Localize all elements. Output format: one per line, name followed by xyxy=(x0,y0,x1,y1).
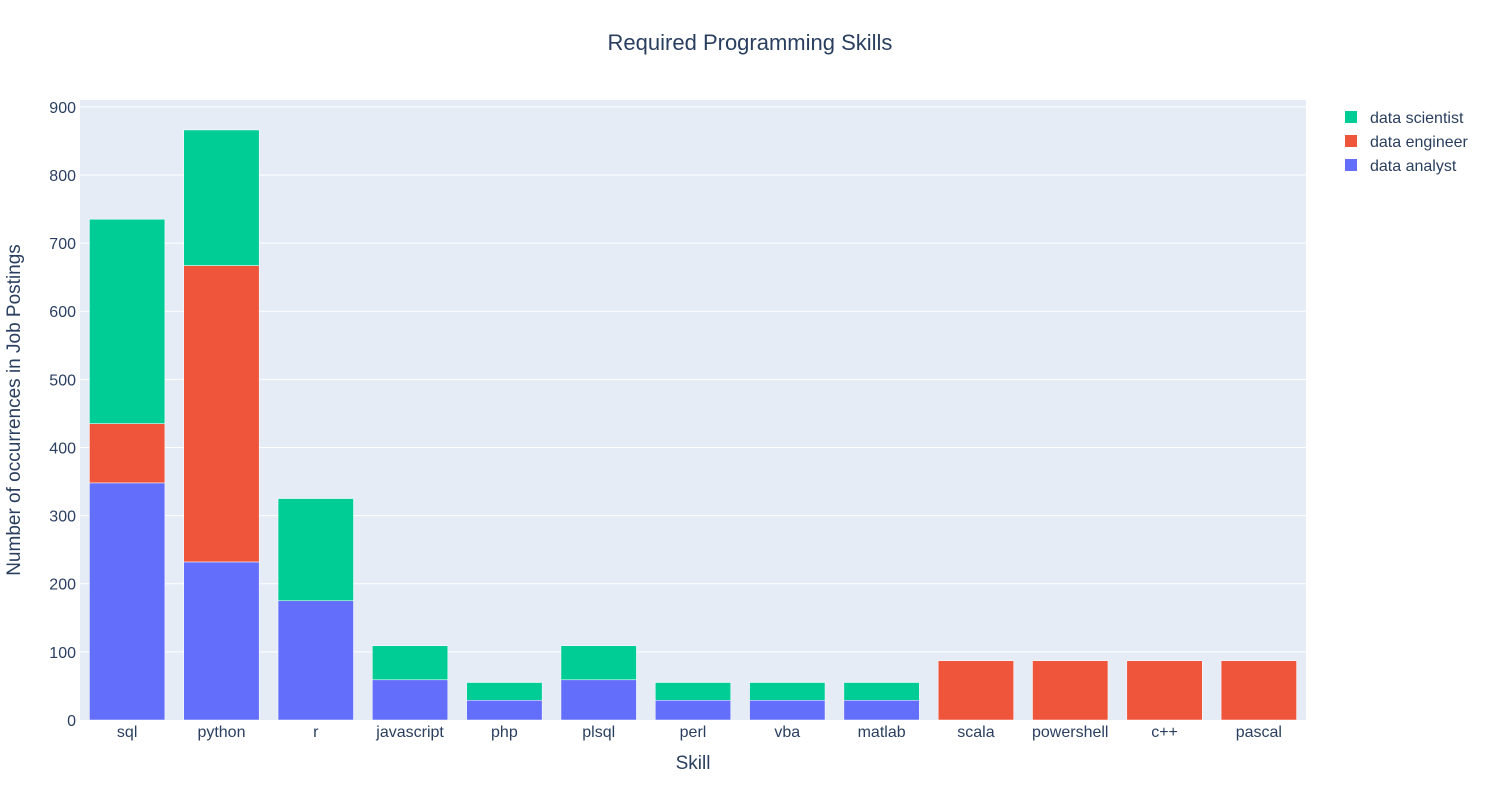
y-tick-label: 700 xyxy=(49,236,76,253)
y-axis-ticks: 0 100 200 300 400 500 600 700 800 900 xyxy=(49,100,76,730)
bar-data-engineer[interactable] xyxy=(1032,660,1109,721)
legend-item[interactable]: data scientist xyxy=(1345,110,1464,127)
bar-data-scientist[interactable] xyxy=(843,682,920,701)
x-tick-label: php xyxy=(491,724,518,741)
y-tick-label: 900 xyxy=(49,100,76,117)
bar-data-scientist[interactable] xyxy=(749,682,826,701)
bar-data-scientist[interactable] xyxy=(560,645,637,681)
plot-area xyxy=(80,100,1306,720)
legend-label: data analyst xyxy=(1370,158,1457,175)
bars xyxy=(89,129,1297,721)
legend-label: data engineer xyxy=(1370,134,1469,151)
bar-data-scientist[interactable] xyxy=(183,129,260,266)
x-tick-label: pascal xyxy=(1236,724,1282,741)
x-tick-label: scala xyxy=(957,724,994,741)
bar-data-engineer[interactable] xyxy=(89,423,166,484)
x-tick-label: matlab xyxy=(858,724,906,741)
bar-data-analyst[interactable] xyxy=(277,600,354,721)
bar-data-analyst[interactable] xyxy=(183,561,260,721)
bar-data-analyst[interactable] xyxy=(466,699,543,721)
bar-data-scientist[interactable] xyxy=(372,645,449,681)
x-tick-label: python xyxy=(197,724,245,741)
y-tick-label: 300 xyxy=(49,509,76,526)
x-tick-label: javascript xyxy=(375,724,444,741)
bar-data-analyst[interactable] xyxy=(749,699,826,721)
y-axis-title: Number of occurrences in Job Postings xyxy=(4,244,25,576)
legend-item[interactable]: data engineer xyxy=(1345,134,1469,151)
legend-swatch xyxy=(1345,111,1357,123)
bar-data-analyst[interactable] xyxy=(843,699,920,721)
x-tick-label: powershell xyxy=(1032,724,1108,741)
bar-data-scientist[interactable] xyxy=(89,218,166,424)
y-tick-label: 100 xyxy=(49,645,76,662)
x-tick-label: sql xyxy=(117,724,137,741)
legend-item[interactable]: data analyst xyxy=(1345,158,1457,175)
x-tick-label: c++ xyxy=(1151,724,1178,741)
bar-data-scientist[interactable] xyxy=(655,682,731,701)
bar-data-analyst[interactable] xyxy=(372,679,449,721)
y-tick-label: 200 xyxy=(49,577,76,594)
bar-data-engineer[interactable] xyxy=(183,265,260,563)
chart-title: Required Programming Skills xyxy=(608,30,893,55)
legend-swatch xyxy=(1345,159,1357,171)
legend-label: data scientist xyxy=(1370,110,1464,127)
x-axis-title: Skill xyxy=(676,753,711,774)
bar-data-analyst[interactable] xyxy=(89,482,166,721)
x-axis-ticks: sql python r javascript php plsql perl vba matla… xyxy=(117,724,1282,741)
bar-data-scientist[interactable] xyxy=(466,682,543,701)
x-tick-label: r xyxy=(313,724,319,741)
y-tick-label: 0 xyxy=(67,713,76,730)
bar-data-analyst[interactable] xyxy=(655,699,731,721)
legend-swatch xyxy=(1345,135,1357,147)
x-tick-label: plsql xyxy=(582,724,615,741)
bar-data-engineer[interactable] xyxy=(1126,660,1203,721)
y-tick-label: 400 xyxy=(49,440,76,457)
y-tick-label: 500 xyxy=(49,372,76,389)
y-tick-label: 600 xyxy=(49,304,76,321)
x-tick-label: perl xyxy=(680,724,707,741)
bar-data-scientist[interactable] xyxy=(277,498,354,602)
bar-data-engineer[interactable] xyxy=(937,660,1014,721)
bar-data-analyst[interactable] xyxy=(560,679,637,721)
bar-data-engineer[interactable] xyxy=(1220,660,1297,721)
x-tick-label: vba xyxy=(774,724,800,741)
legend[interactable]: data scientist data engineer data analyst xyxy=(1345,110,1469,175)
y-tick-label: 800 xyxy=(49,168,76,185)
